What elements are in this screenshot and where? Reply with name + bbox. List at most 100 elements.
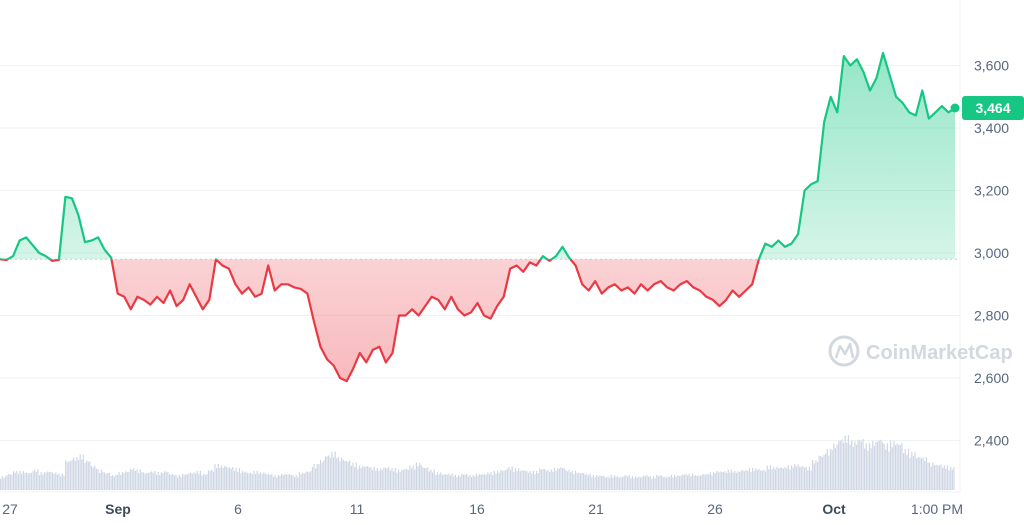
- volume-bar: [254, 473, 257, 490]
- volume-bar: [521, 470, 523, 490]
- volume-bar: [948, 470, 950, 490]
- volume-bar: [700, 475, 702, 490]
- volume-bar: [638, 476, 640, 490]
- volume-bar: [206, 474, 208, 490]
- volume-bar: [891, 447, 893, 490]
- volume-bar: [251, 474, 253, 490]
- volume-bar: [711, 475, 713, 490]
- volume-bar: [81, 459, 83, 490]
- volume-bar: [535, 470, 538, 490]
- volume-bar: [289, 473, 291, 490]
- volume-bar: [347, 462, 349, 490]
- volume-bar: [396, 472, 398, 490]
- volume-bar: [789, 469, 791, 490]
- y-tick-label: 3,000: [974, 245, 1009, 261]
- volume-bar: [40, 472, 42, 490]
- volume-bar: [103, 472, 106, 490]
- volume-bar: [540, 469, 543, 490]
- volume-bar: [529, 470, 531, 490]
- price-badge-label: 3,464: [975, 100, 1010, 116]
- volume-bar: [737, 471, 739, 490]
- volume-bar: [329, 457, 331, 490]
- volume-bar: [168, 474, 171, 490]
- volume-bar: [774, 469, 776, 490]
- volume-bar: [232, 466, 234, 490]
- volume-bar: [903, 453, 905, 490]
- volume-bar: [555, 471, 557, 490]
- volume-bar: [16, 470, 18, 490]
- volume-bar: [146, 472, 148, 490]
- volume-bar: [120, 474, 122, 490]
- volume-bar: [373, 466, 375, 490]
- volume-bar: [607, 476, 609, 490]
- volume-bar: [729, 472, 731, 490]
- volume-bar: [659, 475, 661, 490]
- volume-bar: [34, 469, 36, 490]
- volume-bar: [818, 455, 820, 490]
- volume-bar: [548, 471, 551, 490]
- volume-bar: [745, 469, 747, 490]
- volume-bar: [177, 477, 179, 490]
- volume-bar: [929, 462, 931, 490]
- volume-bar: [167, 471, 169, 490]
- volume-bar: [389, 470, 391, 490]
- volume-bar: [203, 473, 205, 490]
- volume-bar: [565, 470, 567, 490]
- volume-bar: [815, 460, 817, 490]
- volume-bar: [69, 461, 72, 490]
- volume-bar: [917, 457, 919, 490]
- volume-bar: [397, 469, 400, 490]
- volume-bar: [532, 470, 534, 490]
- volume-bar: [363, 466, 366, 490]
- volume-bar: [501, 470, 504, 490]
- volume-bar: [834, 448, 837, 490]
- volume-bar: [899, 445, 901, 490]
- volume-bar: [471, 476, 473, 490]
- volume-bar: [321, 462, 323, 490]
- volume-bar: [38, 475, 41, 490]
- volume-bar: [735, 472, 737, 490]
- volume-bar: [349, 460, 351, 490]
- volume-bar: [925, 457, 927, 490]
- volume-bar: [339, 461, 341, 490]
- volume-bar: [477, 475, 479, 490]
- volume-bar: [436, 472, 439, 490]
- volume-bar: [151, 471, 153, 490]
- volume-bar: [263, 472, 265, 490]
- volume-bar: [813, 463, 815, 490]
- volume-bar: [881, 442, 884, 490]
- volume-bar: [422, 467, 424, 490]
- volume-bar: [522, 470, 525, 490]
- volume-bar: [194, 473, 197, 490]
- volume-bar: [116, 474, 119, 490]
- volume-bar: [846, 442, 848, 490]
- volume-bar: [433, 469, 435, 490]
- volume-bar: [946, 465, 949, 490]
- volume-bar: [764, 471, 767, 490]
- volume-bar: [519, 471, 521, 490]
- volume-bar: [474, 476, 476, 490]
- volume-bar: [417, 466, 419, 490]
- volume-bar: [472, 474, 474, 490]
- volume-bar: [84, 462, 86, 490]
- volume-bar: [678, 476, 681, 490]
- volume-bar: [604, 476, 606, 490]
- volume-bar: [269, 474, 271, 490]
- volume-bar: [12, 471, 15, 490]
- volume-bar: [649, 476, 651, 490]
- volume-bar: [191, 473, 193, 490]
- volume-bar: [683, 474, 685, 490]
- volume-bar: [781, 467, 783, 490]
- volume-bar: [246, 473, 249, 490]
- volume-bar: [128, 471, 130, 490]
- volume-bar: [857, 439, 859, 490]
- volume-bar: [97, 469, 99, 490]
- volume-bar: [341, 457, 343, 490]
- volume-bar: [680, 475, 682, 490]
- volume-bar: [375, 470, 377, 490]
- volume-bar: [94, 465, 96, 490]
- volume-bar: [691, 473, 694, 490]
- volume-bar: [14, 472, 16, 490]
- volume-bar: [734, 470, 736, 490]
